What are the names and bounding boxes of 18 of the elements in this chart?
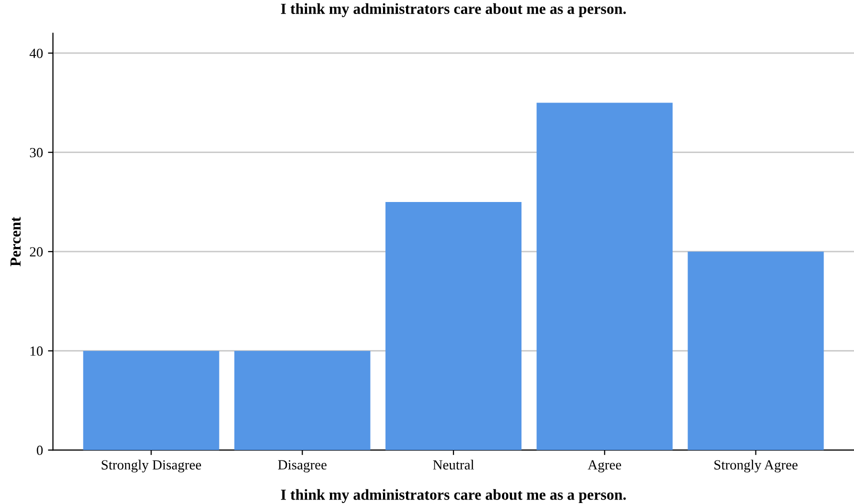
x-axis-title: I think my administrators care about me as a person.	[280, 489, 626, 503]
chart-title: I think my administrators care about me as a person.	[280, 3, 626, 18]
y-tick-label: 30	[30, 148, 43, 158]
y-axis-title: Percent	[10, 216, 21, 266]
bar	[688, 252, 824, 450]
y-tick-label: 20	[30, 247, 43, 257]
y-tick-label: 10	[30, 346, 43, 356]
y-tick-label: 0	[36, 446, 43, 456]
x-tick-label: Agree	[588, 460, 622, 472]
bar	[83, 350, 220, 450]
bar	[385, 202, 522, 450]
bar	[234, 350, 370, 450]
x-tick-label: Disagree	[278, 460, 327, 472]
x-tick-label: Neutral	[433, 460, 474, 470]
y-tick-label: 40	[30, 48, 43, 58]
bar	[536, 102, 673, 450]
x-tick-label: Strongly Disagree	[102, 460, 202, 472]
x-tick-label: Strongly Agree	[714, 460, 798, 472]
